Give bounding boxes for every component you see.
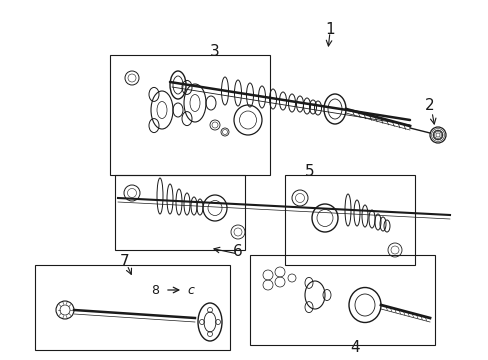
Text: 1: 1 xyxy=(325,22,334,37)
Bar xyxy=(249,255,434,345)
Bar xyxy=(110,55,269,175)
Text: c: c xyxy=(186,284,193,297)
Text: 7: 7 xyxy=(120,255,129,270)
Text: 3: 3 xyxy=(210,45,220,59)
Bar xyxy=(285,175,414,265)
Bar xyxy=(35,265,229,350)
Text: 6: 6 xyxy=(233,244,243,260)
Text: 8: 8 xyxy=(151,284,159,297)
Bar xyxy=(115,175,244,250)
Text: 4: 4 xyxy=(349,341,359,356)
Text: 2: 2 xyxy=(425,98,434,112)
Text: 5: 5 xyxy=(305,165,314,180)
